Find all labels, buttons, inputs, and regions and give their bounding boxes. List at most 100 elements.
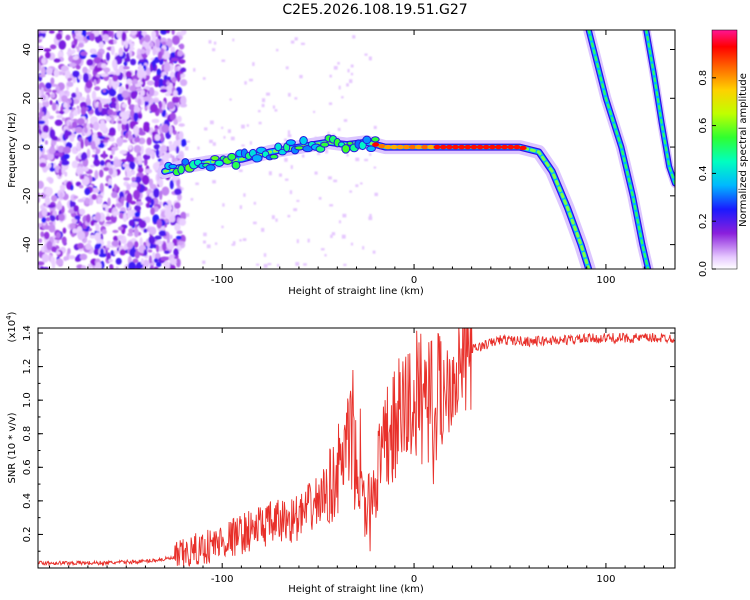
noise-speckle: [82, 66, 88, 74]
noise-speckle: [134, 137, 141, 143]
noise-speckle: [95, 67, 103, 72]
noise-speckle: [94, 137, 101, 146]
noise-speckle: [175, 235, 182, 240]
sparse-noise: [329, 204, 334, 207]
sparse-noise: [239, 205, 243, 210]
noise-speckle: [105, 205, 109, 213]
noise-speckle: [102, 89, 107, 93]
noise-speckle: [49, 100, 53, 106]
noise-speckle: [153, 266, 159, 269]
sparse-noise: [287, 214, 291, 218]
noise-speckle: [140, 145, 144, 155]
sparse-noise: [212, 180, 216, 184]
noise-speckle: [115, 257, 122, 265]
noise-speckle: [158, 101, 163, 109]
sparse-noise: [268, 171, 272, 176]
noise-speckle: [53, 152, 61, 156]
noise-speckle: [161, 123, 170, 134]
noise-speckle: [98, 41, 104, 49]
noise-speckle: [145, 48, 150, 56]
noise-speckle: [178, 131, 184, 140]
noise-speckle: [64, 171, 68, 177]
sparse-noise: [208, 40, 212, 44]
sparse-noise: [338, 85, 341, 90]
colorbar-bar: [711, 29, 738, 270]
noise-speckle: [41, 253, 50, 263]
noise-speckle: [47, 204, 56, 209]
noise-speckle: [115, 68, 121, 76]
noise-speckle: [115, 195, 120, 205]
noise-speckle: [78, 96, 86, 102]
noise-speckle: [137, 113, 143, 119]
noise-speckle: [152, 162, 160, 171]
sparse-noise: [212, 48, 216, 52]
sparse-noise: [333, 179, 338, 183]
noise-speckle: [174, 188, 182, 196]
noise-speckle: [146, 137, 152, 146]
sparse-noise: [209, 139, 213, 144]
sparse-noise: [287, 92, 291, 97]
noise-speckle: [115, 102, 120, 112]
noise-speckle: [38, 238, 43, 243]
sparse-noise: [261, 103, 265, 108]
sparse-noise: [295, 262, 300, 266]
noise-speckle: [143, 96, 152, 102]
noise-speckle: [103, 167, 110, 172]
sparse-noise: [239, 239, 242, 242]
noise-speckle: [68, 255, 76, 260]
sparse-noise: [289, 190, 293, 195]
noise-speckle: [173, 89, 178, 97]
noise-speckle: [150, 262, 155, 266]
noise-speckle: [180, 211, 187, 221]
noise-speckle: [180, 138, 187, 147]
noise-speckle: [173, 118, 178, 126]
noise-speckle: [122, 112, 130, 120]
noise-speckle: [78, 184, 84, 189]
noise-speckle: [175, 175, 180, 180]
sparse-noise: [274, 109, 278, 112]
noise-region: [38, 30, 378, 269]
sparse-noise: [313, 110, 316, 114]
noise-speckle: [174, 202, 181, 209]
noise-speckle: [180, 95, 187, 106]
noise-speckle: [121, 139, 128, 143]
sparse-noise: [275, 48, 279, 52]
noise-speckle: [172, 205, 177, 216]
noise-speckle: [84, 197, 90, 205]
noise-speckle: [85, 80, 93, 89]
noise-speckle: [169, 259, 177, 265]
noise-speckle: [134, 211, 140, 218]
x-tick-label: -100: [211, 574, 234, 585]
trace-hotspot: [458, 144, 466, 150]
noise-speckle: [38, 120, 46, 125]
noise-speckle: [173, 248, 179, 257]
sparse-noise: [267, 263, 272, 266]
sparse-noise: [325, 149, 329, 154]
y-tick-label: 0.8: [22, 426, 33, 442]
noise-speckle: [71, 121, 78, 129]
noise-speckle: [125, 132, 129, 139]
noise-speckle: [116, 137, 124, 146]
noise-speckle: [130, 58, 137, 66]
noise-speckle: [42, 100, 50, 108]
noise-speckle: [63, 153, 70, 159]
noise-speckle: [92, 189, 100, 194]
noise-speckle: [152, 75, 160, 82]
noise-speckle: [169, 112, 177, 121]
noise-speckle: [125, 83, 130, 90]
noise-speckle: [128, 261, 136, 269]
noise-speckle: [164, 204, 169, 209]
noise-speckle: [164, 208, 172, 218]
sparse-noise: [349, 79, 353, 84]
sparse-noise: [369, 213, 372, 218]
noise-speckle: [93, 159, 101, 167]
noise-speckle: [155, 149, 160, 157]
noise-speckle: [44, 140, 48, 145]
noise-speckle: [108, 184, 112, 189]
sparse-noise: [331, 232, 336, 236]
noise-speckle: [50, 77, 55, 85]
noise-speckle: [123, 212, 127, 220]
noise-speckle: [128, 104, 136, 111]
noise-speckle: [73, 205, 79, 212]
sparse-noise: [266, 92, 270, 96]
